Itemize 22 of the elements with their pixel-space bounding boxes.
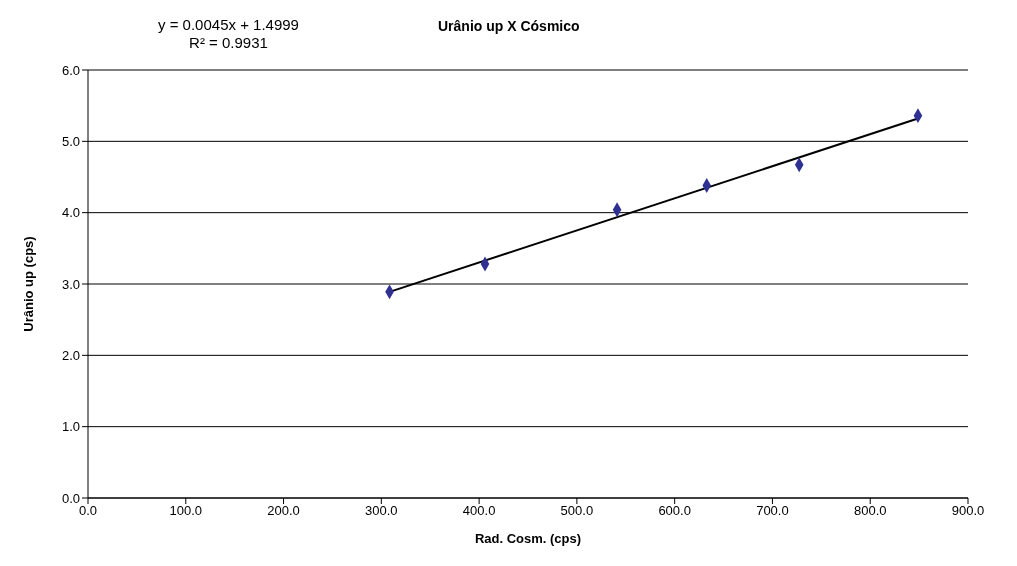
x-tick-label: 800.0 <box>853 503 887 519</box>
x-tick-label: 400.0 <box>462 503 496 519</box>
x-tick-label: 500.0 <box>560 503 594 519</box>
chart-title: Urânio up X Cósmico <box>438 18 580 34</box>
y-tick-label: 2.0 <box>61 347 80 363</box>
y-tick-label: 0.0 <box>61 490 80 506</box>
text: R² = 0.9931 <box>188 34 269 52</box>
x-axis-title: Rad. Cosm. (cps) <box>474 531 582 546</box>
x-tick-label: 300.0 <box>365 503 398 519</box>
x-tick-label: 100.0 <box>169 503 203 519</box>
x-tick-label: 600.0 <box>658 503 691 519</box>
y-tick-label: 1.0 <box>61 419 80 435</box>
x-tick-label: 700.0 <box>756 503 789 519</box>
y-tick-label: 4.0 <box>61 205 80 221</box>
y-tick-label: 3.0 <box>61 276 80 292</box>
y-tick-label: 5.0 <box>61 133 80 149</box>
y-tick-label: 6.0 <box>61 62 80 78</box>
y-axis-title: Urânio up (cps) <box>20 236 36 332</box>
x-tick-label: 900.0 <box>951 503 985 519</box>
x-tick-label: 0.0 <box>78 503 98 519</box>
text: y = 0.0045x + 1.4999 <box>158 16 299 34</box>
x-tick-label: 200.0 <box>267 503 300 519</box>
